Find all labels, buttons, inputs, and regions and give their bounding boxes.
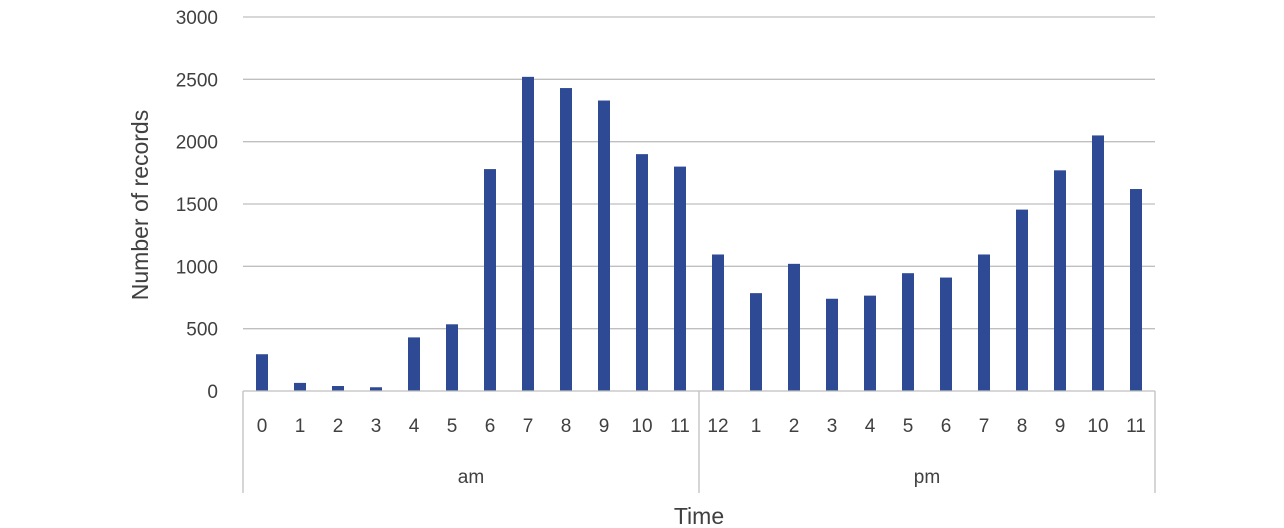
x-tick-label: 4: [865, 416, 876, 437]
y-axis-title: Number of records: [127, 110, 153, 300]
x-tick-label: 7: [979, 416, 990, 437]
bar: [978, 254, 990, 391]
bar: [712, 254, 724, 391]
x-tick-label: 5: [447, 416, 458, 437]
x-tick-label: 5: [903, 416, 914, 437]
x-tick-label: 10: [631, 416, 652, 437]
bar: [446, 324, 458, 391]
bar: [864, 295, 876, 391]
x-tick-label: 6: [941, 416, 952, 437]
x-tick-label: 10: [1087, 416, 1108, 437]
bar: [1130, 189, 1142, 391]
bar: [522, 76, 534, 391]
gridlines: [243, 16, 1155, 330]
x-tick-label: 1: [295, 416, 306, 437]
bar: [484, 169, 496, 391]
y-tick-label: 2000: [176, 133, 218, 154]
bar: [1016, 209, 1028, 391]
bars: [256, 76, 1142, 391]
x-tick-label: 12: [707, 416, 728, 437]
bar: [674, 166, 686, 391]
bar: [294, 382, 306, 391]
x-tick-label: 8: [1017, 416, 1028, 437]
x-tick-label: 0: [257, 416, 268, 437]
x-tick-label: 6: [485, 416, 496, 437]
bar: [940, 277, 952, 391]
y-tick-label: 0: [207, 382, 218, 403]
y-axis-tick-labels: 0 500 1000 1500 2000 2500 3000: [176, 8, 218, 403]
x-axis-title: Time: [674, 503, 724, 528]
x-tick-label: 2: [789, 416, 800, 437]
x-tick-label: 1: [751, 416, 762, 437]
x-tick-label: 9: [599, 416, 610, 437]
x-tick-label: 9: [1055, 416, 1066, 437]
bar: [1092, 135, 1104, 391]
x-group-label: am: [458, 467, 484, 488]
bar: [560, 88, 572, 391]
bar: [370, 387, 382, 391]
x-tick-label: 3: [827, 416, 838, 437]
bar: [1054, 170, 1066, 391]
y-tick-label: 1000: [176, 257, 218, 278]
y-tick-label: 1500: [176, 195, 218, 216]
x-group-label: pm: [914, 467, 940, 488]
bar: [636, 154, 648, 391]
bar: [788, 263, 800, 391]
x-tick-label: 11: [1126, 416, 1146, 437]
bar: [902, 273, 914, 391]
bar: [750, 293, 762, 391]
x-tick-label: 2: [333, 416, 344, 437]
x-tick-label: 11: [670, 416, 690, 437]
bar: [826, 298, 838, 391]
x-tick-label: 4: [409, 416, 420, 437]
x-tick-label: 8: [561, 416, 572, 437]
x-tick-label: 3: [371, 416, 382, 437]
y-tick-label: 2500: [176, 70, 218, 91]
bar: [598, 100, 610, 391]
y-tick-label: 500: [186, 320, 218, 341]
bar: [408, 337, 420, 391]
bar: [256, 354, 268, 391]
y-tick-label: 3000: [176, 8, 218, 29]
x-tick-label: 7: [523, 416, 534, 437]
bar: [332, 386, 344, 391]
